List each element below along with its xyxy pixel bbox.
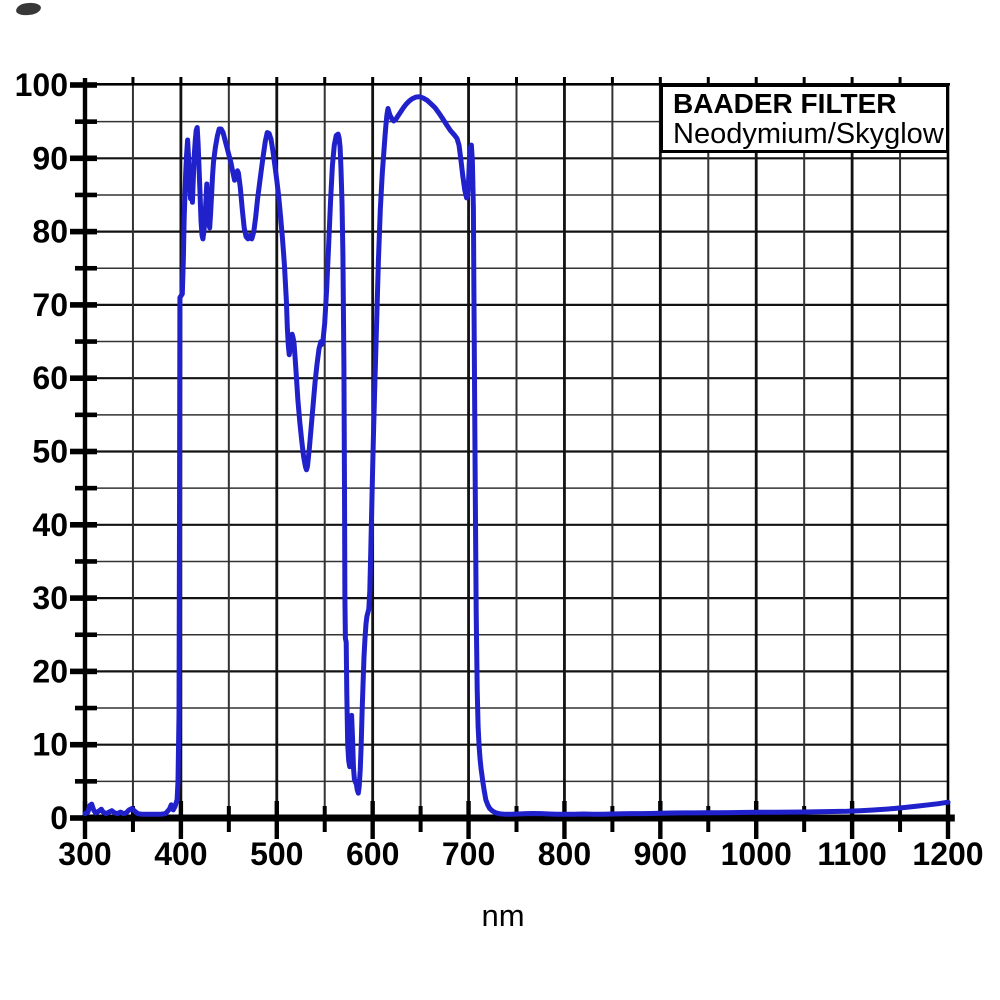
y-major-tick	[70, 448, 97, 455]
x-axis-unit-label: nm	[481, 898, 525, 933]
top-tick	[562, 77, 566, 85]
top-tick	[754, 77, 758, 85]
y-major-tick	[70, 595, 97, 601]
y-tick-label: 100	[15, 67, 68, 103]
x-major-tick	[562, 801, 567, 839]
x-major-tick	[945, 801, 951, 839]
top-border	[83, 83, 950, 86]
filter-brand-title: BAADER FILTER	[673, 88, 897, 119]
y-major-tick	[70, 815, 97, 821]
top-tick	[131, 77, 135, 85]
x-tick-label: 300	[58, 836, 111, 872]
y-tick-label: 90	[32, 140, 68, 176]
x-tick-label: 600	[346, 836, 399, 872]
top-tick	[323, 77, 327, 85]
top-tick	[850, 77, 854, 85]
y-minor-tick	[75, 119, 97, 124]
x-tick-label: 500	[250, 836, 303, 872]
x-minor-tick	[514, 806, 519, 832]
x-tick-label: 400	[154, 836, 207, 872]
x-minor-tick	[898, 806, 903, 832]
filter-label-box: BAADER FILTER Neodymium/Skyglow	[660, 84, 949, 153]
y-tick-label: 30	[32, 580, 68, 616]
y-minor-tick	[75, 485, 97, 491]
top-tick	[802, 77, 806, 85]
y-major-tick	[70, 302, 97, 308]
top-tick	[419, 77, 423, 85]
y-minor-tick	[75, 632, 97, 638]
filter-model-subtitle: Neodymium/Skyglow	[673, 118, 944, 150]
y-major-tick	[70, 741, 97, 748]
y-tick-label: 0	[50, 800, 68, 836]
top-tick	[179, 77, 183, 85]
top-tick	[275, 77, 279, 85]
x-major-tick	[178, 801, 184, 839]
x-minor-tick	[802, 806, 807, 832]
x-major-tick	[658, 801, 663, 839]
y-minor-tick	[75, 412, 97, 418]
top-tick	[467, 77, 471, 85]
right-border	[946, 83, 950, 818]
y-tick-label: 60	[32, 360, 68, 396]
top-tick	[706, 77, 710, 85]
y-major-tick	[70, 228, 97, 235]
y-tick-label: 10	[32, 727, 68, 763]
x-tick-label: 1000	[721, 836, 792, 872]
x-tick-label: 1200	[912, 836, 983, 872]
y-major-tick	[70, 522, 97, 528]
y-minor-tick	[75, 265, 97, 271]
y-tick-label: 40	[32, 507, 68, 543]
x-minor-tick	[418, 806, 423, 832]
top-tick	[658, 77, 662, 85]
x-tick-label: 800	[538, 836, 591, 872]
x-major-tick	[754, 801, 759, 839]
top-tick	[610, 77, 614, 85]
y-tick-label: 20	[32, 653, 68, 689]
y-tick-label: 50	[32, 434, 68, 470]
x-tick-label: 700	[442, 836, 495, 872]
x-major-tick	[466, 801, 471, 839]
x-major-tick	[274, 801, 279, 839]
top-tick	[898, 77, 902, 85]
top-tick	[515, 77, 518, 85]
y-major-tick	[70, 668, 97, 675]
y-major-tick	[70, 155, 97, 162]
x-minor-tick	[322, 806, 327, 832]
x-minor-tick	[610, 806, 615, 832]
x-major-tick	[370, 801, 375, 839]
y-minor-tick	[75, 559, 97, 564]
y-major-tick	[70, 82, 97, 88]
x-minor-tick	[226, 806, 231, 832]
y-major-tick	[70, 375, 97, 381]
top-tick	[227, 77, 231, 85]
x-major-tick	[849, 801, 855, 839]
y-minor-tick	[75, 705, 97, 711]
x-minor-tick	[706, 806, 711, 832]
y-tick-label: 70	[32, 287, 68, 323]
x-tick-label: 1100	[817, 836, 886, 872]
y-minor-tick	[75, 339, 97, 344]
transmission-curve	[82, 94, 951, 817]
y-tick-label: 80	[32, 214, 68, 250]
x-minor-tick	[130, 806, 135, 832]
y-minor-tick	[75, 192, 97, 198]
top-tick	[371, 77, 375, 85]
x-tick-label: 900	[634, 836, 687, 872]
y-minor-tick	[75, 779, 97, 784]
x-axis-line	[82, 814, 955, 822]
